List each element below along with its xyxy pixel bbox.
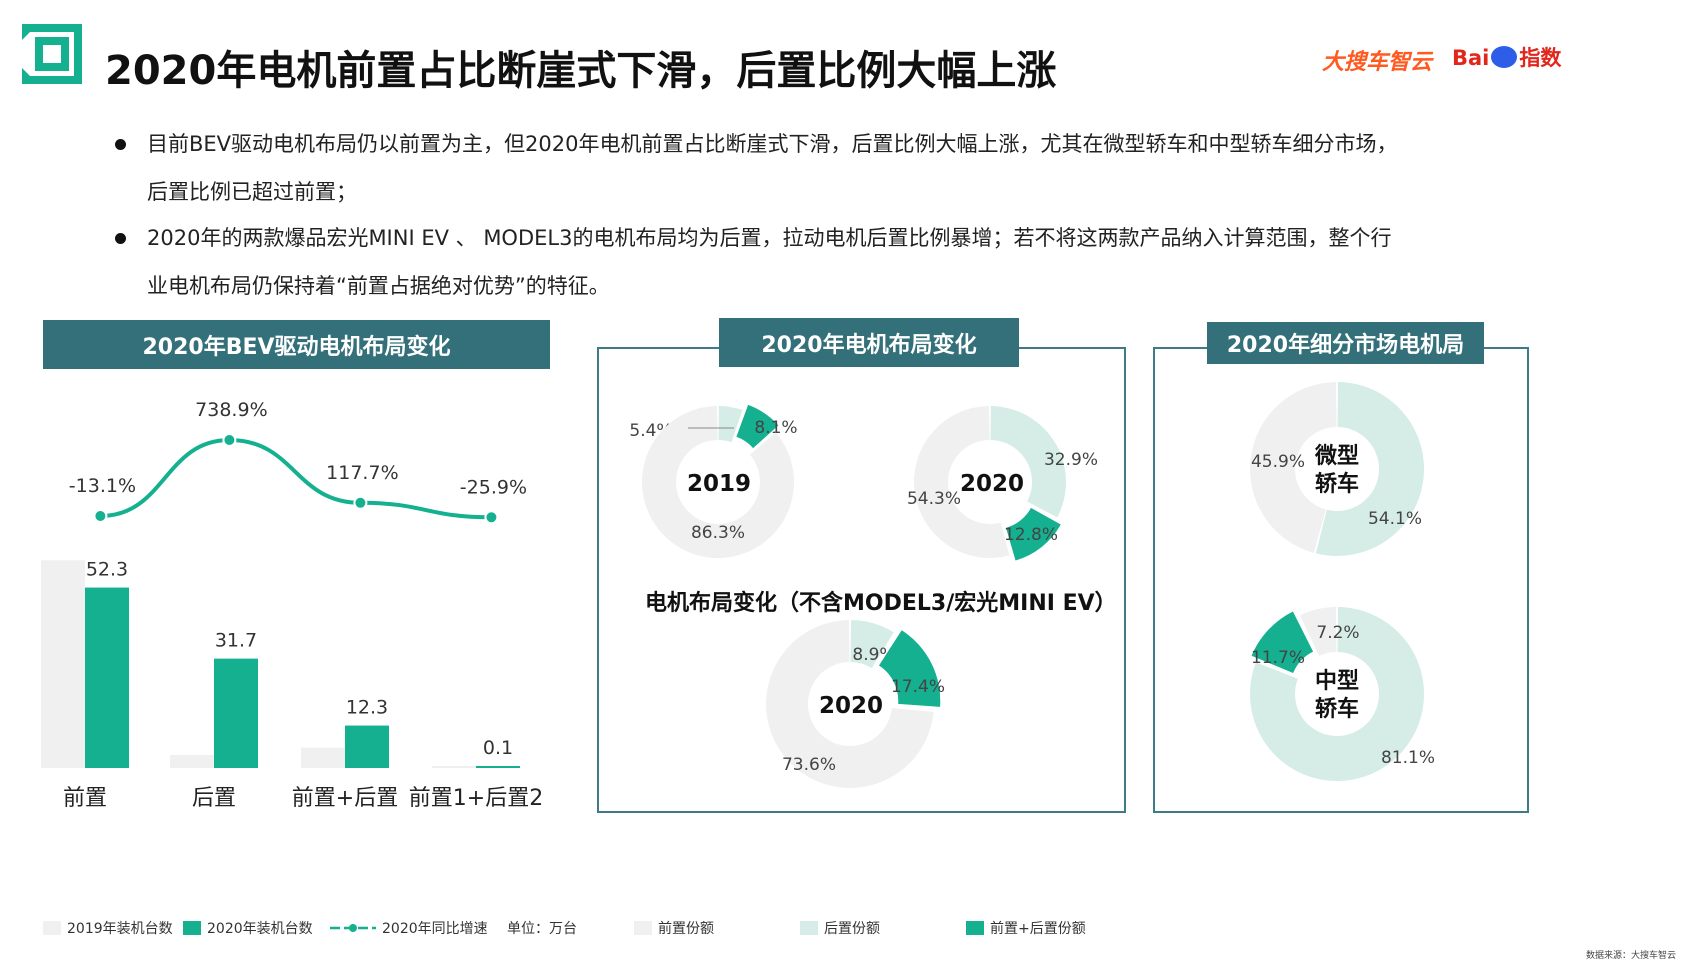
bullet-dot — [115, 233, 126, 244]
category-label: 后置 — [192, 786, 236, 811]
logo-icon — [22, 24, 82, 84]
growth-point — [353, 495, 368, 510]
bullet-item: 2020年的两款爆品宏光MINI EV 、 MODEL3的电机布局均为后置，拉动… — [115, 214, 1595, 310]
legend-line-icon — [330, 924, 376, 932]
legend-unit: 单位：万台 — [507, 921, 577, 937]
donut-center-label: 轿车 — [1315, 471, 1359, 497]
donut-value-label: 45.9% — [1251, 452, 1305, 472]
legend-label: 2020年装机台数 — [207, 921, 313, 937]
donut-center-label: 2020 — [960, 471, 1024, 497]
donut-value-label: 12.8% — [1004, 525, 1058, 545]
category-label: 前置+后置 — [292, 786, 398, 811]
baidu-paw-icon — [1491, 46, 1518, 68]
donut-slice — [718, 406, 743, 443]
donut-slice — [850, 620, 894, 669]
brand-index-text: 指数 — [1519, 46, 1562, 70]
bullet-line: 业电机布局仍保持着“前置占据绝对优势”的特征。 — [147, 274, 610, 298]
category-label: 前置1+后置2 — [409, 786, 543, 811]
bar-value-label: 52.3 — [86, 559, 128, 581]
layout-panel-title: 2020年电机布局变化 — [719, 318, 1019, 367]
donut-value-label: 8.1% — [754, 418, 797, 438]
bev-panel-title: 2020年BEV驱动电机布局变化 — [43, 320, 550, 369]
legend-item-front: 前置份额 — [634, 918, 714, 938]
bar-2019 — [301, 747, 345, 768]
legend-swatch — [634, 921, 652, 935]
donut-value-label: 86.3% — [691, 523, 745, 543]
donut-slice — [1250, 607, 1424, 782]
donut-value-label: 7.2% — [1316, 623, 1359, 643]
growth-label: -13.1% — [69, 475, 136, 497]
bullet-line: 2020年的两款爆品宏光MINI EV 、 MODEL3的电机布局均为后置，拉动… — [147, 226, 1392, 250]
bullet-item: 目前BEV驱动电机布局仍以前置为主，但2020年电机前置占比断崖式下滑，后置比例… — [115, 120, 1595, 216]
donut-slice — [878, 630, 941, 707]
legend-item-rear: 后置份额 — [800, 918, 880, 938]
donut-center-label: 轿车 — [1315, 696, 1359, 722]
donut-value-label: 54.1% — [1368, 509, 1422, 529]
donut-center-label: 中型 — [1315, 669, 1359, 694]
bar-2019 — [432, 766, 476, 768]
bar-2019 — [170, 754, 214, 768]
page-title: 2020年电机前置占比断崖式下滑，后置比例大幅上涨 — [105, 48, 1057, 94]
brand-baidu-text: Bai — [1452, 46, 1490, 70]
legend-label: 后置份额 — [824, 921, 880, 937]
bar-2020 — [345, 725, 389, 768]
donut-center-label: 2019 — [687, 471, 751, 497]
donut-value-label: 54.3% — [907, 489, 961, 509]
donut-slice — [1249, 382, 1337, 553]
growth-label: 738.9% — [195, 399, 267, 421]
donut-value-label: 17.4% — [891, 677, 945, 697]
donut-value-label: 81.1% — [1381, 748, 1435, 768]
brand-logo-dasouche: 大搜车智云 — [1322, 50, 1433, 75]
donut-slice — [1299, 607, 1337, 657]
bullet-dot — [115, 139, 126, 150]
bar-2020 — [214, 658, 258, 768]
donut-slice — [990, 406, 1067, 518]
growth-label: 117.7% — [326, 462, 398, 484]
donut-value-label: 32.9% — [1044, 450, 1098, 470]
growth-line — [100, 437, 492, 520]
donut-slice — [914, 406, 1010, 558]
legend-swatch — [966, 921, 984, 935]
legend-item-both: 前置+后置份额 — [966, 918, 1086, 938]
bullet-line: 后置比例已超过前置； — [147, 180, 357, 204]
bev-bar-line-chart: 52.3 前置 31.7 后置 12.3 前置+后置 0.1 前置1+后置2 -13.1% 738… — [41, 399, 543, 811]
donut-value-label: 73.6% — [782, 755, 836, 775]
bar-value-label: 31.7 — [215, 630, 257, 652]
donut-center-label: 微型 — [1314, 443, 1359, 469]
legend-label: 2020年同比增速 — [382, 921, 488, 937]
segment-panel-title: 2020年细分市场电机局 — [1207, 322, 1484, 364]
donut-slice — [765, 620, 934, 788]
bar-value-label: 12.3 — [346, 697, 388, 719]
bar-2020 — [85, 587, 129, 768]
donut-slice — [1251, 611, 1314, 674]
brand-logo-baidu-index: Bai 指数 — [1452, 42, 1561, 72]
legend-item-2020: 2020年装机台数 — [183, 918, 313, 938]
layout-subtitle: 电机布局变化（不含MODEL3/宏光MINI EV） — [645, 591, 1117, 616]
legend-label: 2019年装机台数 — [67, 921, 173, 937]
growth-point — [222, 433, 237, 447]
bullet-line: 目前BEV驱动电机布局仍以前置为主，但2020年电机前置占比断崖式下滑，后置比例… — [147, 132, 1398, 156]
source-note: 数据来源：大搜车智云 — [1585, 951, 1676, 961]
growth-point — [93, 509, 108, 523]
donut-center-label: 2020 — [819, 693, 883, 719]
legend-item-growth: 2020年同比增速 — [330, 918, 488, 938]
donut-slice — [642, 406, 795, 558]
donut-slice — [736, 404, 779, 449]
legend-swatch — [800, 921, 818, 935]
category-label: 前置 — [63, 786, 107, 811]
legend-item-2019: 2019年装机台数 — [43, 918, 173, 938]
legend-label: 前置份额 — [658, 921, 714, 937]
legend-label: 前置+后置份额 — [990, 921, 1086, 937]
growth-label: -25.9% — [460, 476, 527, 498]
bar-2020 — [476, 766, 520, 768]
legend-swatch — [43, 921, 61, 935]
bar-value-label: 0.1 — [483, 737, 513, 759]
growth-point — [484, 510, 499, 525]
donut-value-label: 11.7% — [1251, 648, 1305, 668]
donut-slice — [1006, 507, 1061, 561]
legend-swatch — [183, 921, 201, 935]
donut-slice — [1315, 382, 1424, 556]
bar-2019 — [41, 560, 85, 768]
